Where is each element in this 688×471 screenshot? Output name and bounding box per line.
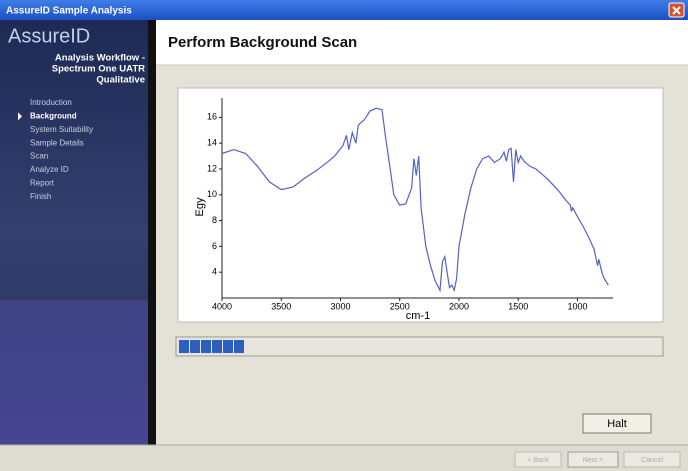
y-tick-label: 10 [207,189,217,199]
progress-block [234,340,244,353]
x-axis-label: cm-1 [406,310,430,322]
y-tick-label: 12 [207,163,217,173]
sidebar-divider [148,20,156,445]
progress-block [201,340,211,353]
window-title: AssureID Sample Analysis [6,6,132,17]
y-tick-label: 16 [207,112,217,122]
workflow-line: Qualitative [96,75,145,86]
page-title: Perform Background Scan [168,34,357,51]
x-tick-label: 4000 [212,301,232,311]
x-tick-label: 2000 [449,301,469,311]
progress-block [223,340,233,353]
step-item[interactable]: Introduction [30,98,72,107]
back-label: < Back [527,457,549,464]
sidebar-lower [0,300,150,445]
step-item[interactable]: Scan [30,152,48,161]
y-tick-label: 4 [212,267,217,277]
next-label: Next > [583,457,603,464]
step-item[interactable]: Analyze ID [30,165,69,174]
cancel-label: Cancel [641,457,663,464]
progress-block [212,340,222,353]
workflow-line: Analysis Workflow - [55,53,145,64]
progress-block [190,340,200,353]
brand: AssureID [8,25,90,47]
y-tick-label: 14 [207,138,217,148]
x-tick-label: 1000 [567,301,587,311]
y-axis-label: Egy [194,197,206,216]
step-item[interactable]: System Suitability [30,125,93,134]
step-item[interactable]: Report [30,179,55,188]
x-tick-label: 3000 [330,301,350,311]
y-tick-label: 6 [212,241,217,251]
y-tick-label: 8 [212,215,217,225]
x-tick-label: 1500 [508,301,528,311]
workflow-line: Spectrum One UATR [52,64,145,75]
app-window: AssureID Sample Analysis AssureID Analys… [0,0,688,471]
step-item[interactable]: Finish [30,192,51,201]
x-tick-label: 3500 [271,301,291,311]
progress-bar [176,337,663,356]
step-item[interactable]: Sample Details [30,138,84,147]
halt-label: Halt [607,418,627,430]
progress-block [179,340,189,353]
step-item[interactable]: Background [30,112,77,121]
